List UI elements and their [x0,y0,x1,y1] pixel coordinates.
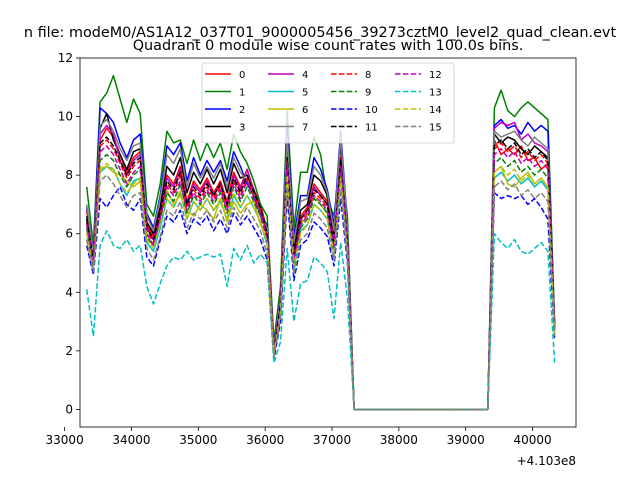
legend-label-2: 2 [239,105,245,116]
legend-label-0: 0 [239,70,245,81]
series-line-11 [85,136,556,411]
y-tick-label: 4 [65,285,73,299]
y-tick-label: 6 [65,227,73,241]
legend-label-13: 13 [429,88,442,99]
legend-label-1: 1 [239,88,245,99]
chart-title: Quadrant 0 module wise count rates with … [133,38,524,54]
legend-label-4: 4 [302,70,308,81]
axes-frame [79,57,577,428]
legend-label-11: 11 [365,123,378,134]
x-tick-label: 34000 [112,433,150,447]
legend-label-12: 12 [429,70,442,81]
y-tick-label: 12 [58,51,73,65]
y-tick-label: 10 [58,110,73,124]
series-line-7 [85,118,556,411]
y-axis: 0 2 4 6 8 10 12 [58,51,80,416]
x-tick-label: 38000 [380,433,418,447]
legend-label-15: 15 [429,123,442,134]
y-tick-label: 0 [65,402,73,416]
legend-label-8: 8 [365,70,371,81]
series-line-15 [85,174,556,411]
y-tick-label: 8 [65,168,73,182]
legend-label-9: 9 [365,88,371,99]
figure-suptitle: n file: modeM0/AS1A12_037T01_9000005456_… [24,25,617,41]
legend-label-6: 6 [302,105,308,116]
legend-label-7: 7 [302,123,308,134]
x-tick-label: 35000 [179,433,217,447]
series-layer [85,74,556,411]
y-tick-label: 2 [65,344,73,358]
legend-label-5: 5 [302,88,308,99]
legend-label-10: 10 [365,105,378,116]
plot-area [79,57,577,428]
x-tick-label: 37000 [313,433,351,447]
x-tick-label: 33000 [46,433,84,447]
series-line-12 [85,145,556,411]
x-tick-label: 36000 [246,433,284,447]
x-tick-label: 39000 [447,433,485,447]
x-axis: 33000 34000 35000 36000 37000 38000 39000 40000 [46,427,552,447]
x-tick-label: 40000 [513,433,551,447]
legend-label-14: 14 [429,105,442,116]
series-line-4 [85,121,556,411]
legend-label-3: 3 [239,123,245,134]
x-axis-offset-label: +4.103e8 [517,454,576,468]
series-line-13 [85,230,556,411]
legend-frame [201,62,455,144]
